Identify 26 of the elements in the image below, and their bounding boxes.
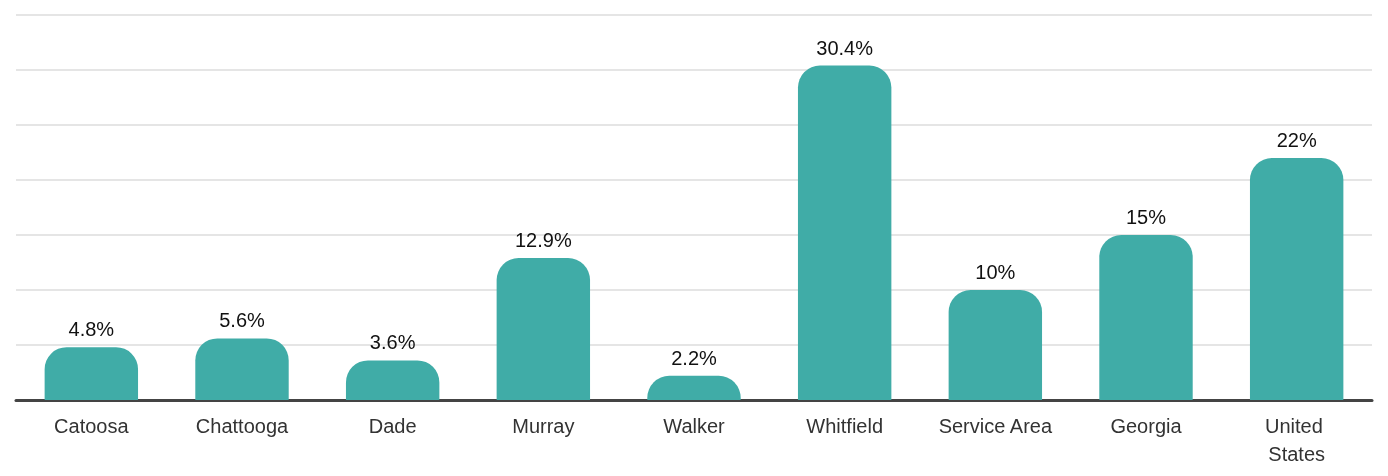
x-tick-label: Chattooga [195, 415, 290, 437]
data-label: 22% [1276, 129, 1317, 151]
bar [1099, 235, 1193, 400]
data-label: 2.2% [671, 346, 718, 369]
data-label: 12.9% [514, 229, 572, 252]
x-tick-label: United States [1264, 415, 1329, 465]
bar [948, 290, 1043, 400]
data-label: 15% [1125, 206, 1167, 228]
x-tick-label: Murray [512, 415, 575, 437]
x-tick-label: Whitfield [806, 415, 884, 437]
x-tick-label: Walker [663, 415, 726, 437]
data-label: 3.6% [369, 331, 416, 354]
bar [345, 360, 440, 400]
bar [496, 258, 591, 400]
bar [797, 65, 892, 400]
data-label: 4.8% [68, 318, 115, 341]
data-label: 30.4% [816, 36, 874, 59]
data-label: 5.6% [219, 309, 266, 332]
bar [44, 347, 139, 400]
bar [1249, 158, 1344, 400]
bar [195, 338, 289, 400]
x-tick-label: Catoosa [54, 415, 130, 437]
x-tick-label: Dade [368, 415, 417, 437]
x-tick-label: Georgia [1110, 415, 1183, 437]
x-tick-label: Service Area [938, 415, 1053, 437]
data-label: 10% [975, 261, 1016, 283]
